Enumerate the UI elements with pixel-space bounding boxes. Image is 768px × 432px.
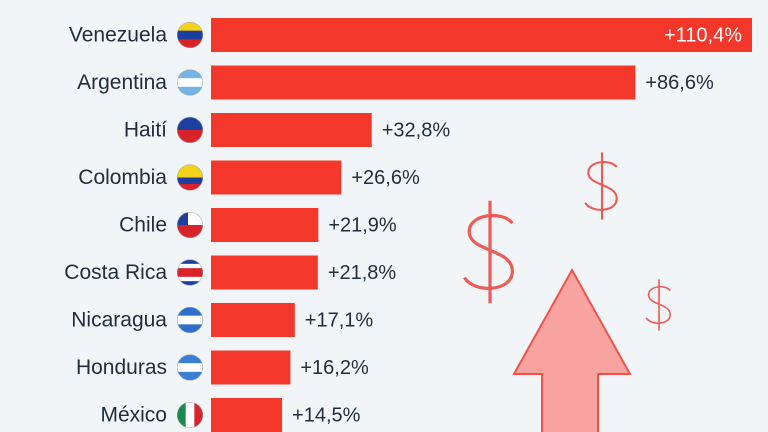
dollar-icon — [584, 152, 618, 220]
flag-stripe — [177, 281, 203, 286]
flag-stripe — [177, 39, 203, 48]
flag-stripe — [185, 402, 195, 428]
flag-stripe — [177, 363, 203, 373]
flag-stripe — [177, 164, 203, 172]
value-label: +21,9% — [328, 214, 397, 236]
category-label: Colombia — [78, 166, 167, 189]
flag-canton — [177, 212, 188, 225]
flag-icon — [177, 212, 203, 238]
flag-stripe — [177, 78, 203, 88]
dollar-icon — [645, 279, 672, 331]
flag-stripe — [177, 69, 203, 79]
value-label: +17,1% — [305, 309, 374, 331]
flag-stripe — [177, 354, 203, 364]
flag-stripe — [177, 307, 203, 317]
flag-icon — [177, 307, 203, 333]
bar — [211, 208, 319, 242]
value-label: +16,2% — [300, 357, 369, 379]
flag-stripe — [177, 184, 203, 191]
flag-icon — [177, 402, 203, 428]
value-label: +110,4% — [664, 24, 742, 46]
flag-icon — [177, 117, 203, 143]
value-label: +26,6% — [351, 167, 420, 189]
flag-icon — [177, 22, 203, 48]
flag-stripe — [177, 402, 187, 428]
flag-stripe — [177, 315, 203, 325]
value-label: +86,6% — [645, 72, 714, 94]
flag-stripe — [177, 263, 203, 269]
flag-stripe — [177, 276, 203, 282]
flag-stripe — [177, 259, 203, 265]
bar — [211, 303, 295, 337]
bar — [211, 65, 636, 100]
flag-icon — [177, 69, 203, 96]
decor-arrow — [512, 267, 632, 432]
flag-stripe — [177, 272, 203, 278]
flag-stripe — [177, 225, 203, 238]
flag-icon — [177, 164, 203, 191]
flag-stripe — [177, 324, 203, 333]
flag-stripe — [177, 371, 203, 381]
category-label: México — [100, 404, 167, 427]
bar — [211, 255, 318, 290]
bar — [211, 160, 342, 195]
category-label: Honduras — [76, 356, 167, 379]
value-label: +14,5% — [292, 404, 361, 426]
flag-stripe — [177, 171, 203, 178]
flag-stripe — [177, 30, 203, 40]
category-label: Argentina — [77, 71, 167, 94]
category-label: Venezuela — [69, 24, 167, 47]
flag-stripe — [177, 177, 203, 185]
flag-stripe — [194, 402, 203, 428]
decor-dollars — [463, 152, 672, 331]
bar — [211, 350, 291, 385]
bar — [211, 398, 283, 432]
flag-stripe — [177, 130, 203, 143]
flag-stripe — [177, 268, 203, 273]
value-label: +21,8% — [328, 262, 397, 284]
flag-stripe — [177, 86, 203, 96]
value-label: +32,8% — [382, 119, 451, 141]
category-label: Costa Rica — [64, 261, 167, 284]
flag-icon — [177, 354, 203, 381]
flag-stripe — [177, 22, 203, 32]
category-label: Haití — [124, 119, 167, 142]
flag-icon — [177, 259, 203, 286]
bar — [211, 113, 372, 147]
bar — [211, 18, 752, 52]
flag-stripe — [177, 117, 203, 131]
dollar-icon — [463, 200, 515, 304]
category-label: Nicaragua — [71, 309, 167, 332]
category-label: Chile — [119, 214, 167, 237]
arrow — [512, 267, 632, 432]
